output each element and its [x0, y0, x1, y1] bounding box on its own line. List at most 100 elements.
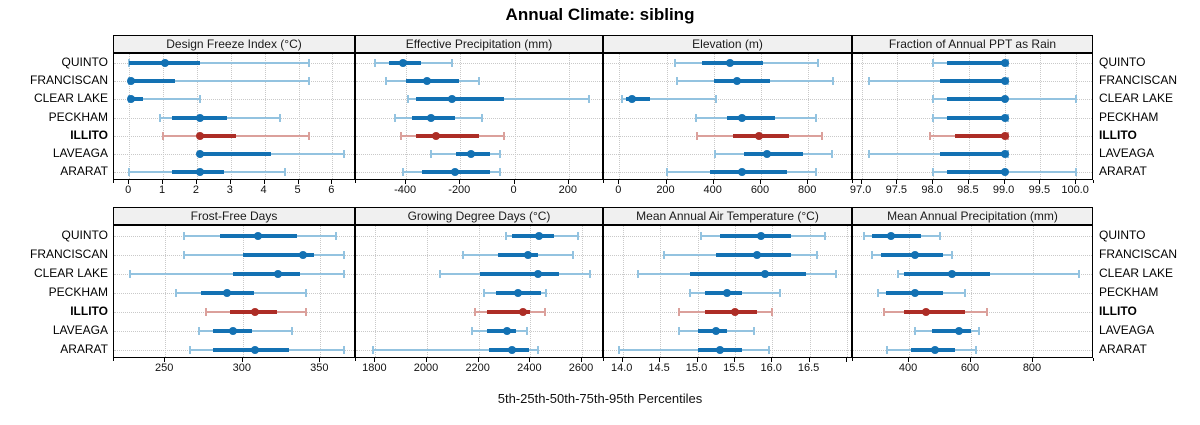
- x-axis-tick: [164, 358, 166, 362]
- gridline-v: [619, 54, 621, 179]
- median-dot: [911, 288, 920, 297]
- x-axis-tick-label: 15.0: [685, 362, 708, 374]
- x-axis-tick-label: 2: [192, 184, 199, 196]
- median-dot: [467, 149, 476, 158]
- x-axis-tick-label: 250: [155, 362, 174, 374]
- whisker-cap-5th: [665, 167, 668, 176]
- median-dot: [422, 77, 431, 86]
- gridline-h: [114, 99, 354, 101]
- whisker-cap-5th: [128, 167, 131, 176]
- whisker-cap-95th: [588, 269, 591, 278]
- whisker-cap-95th: [1078, 269, 1081, 278]
- median-dot: [523, 250, 532, 259]
- median-dot: [733, 77, 742, 86]
- site-label-left: QUINTO: [61, 227, 108, 242]
- x-axis-tick-label: 6: [328, 184, 335, 196]
- x-axis-tick: [932, 180, 934, 184]
- x-axis-tick: [618, 180, 620, 184]
- panel-header: Effective Precipitation (mm): [355, 35, 603, 53]
- gridline-h: [604, 99, 851, 101]
- whisker-cap-95th: [278, 113, 281, 122]
- iqr-bar-25-75: [947, 97, 1009, 102]
- x-axis-tick: [297, 180, 299, 184]
- site-label-left: CLEAR LAKE: [33, 91, 108, 106]
- x-axis-tick-label: 99.5: [1028, 184, 1051, 196]
- site-label-right: FRANCISCAN: [1099, 246, 1178, 261]
- whisker-cap-5th: [689, 288, 691, 297]
- median-dot: [723, 288, 732, 297]
- gridline-v: [514, 54, 516, 179]
- iqr-bar-25-75: [904, 271, 990, 276]
- site-label-left: PECKHAM: [48, 109, 108, 124]
- whisker-cap-5th: [700, 231, 703, 240]
- iqr-bar-25-75: [406, 79, 459, 84]
- gridline-v: [861, 54, 863, 179]
- gridline-v: [165, 226, 167, 357]
- x-axis-tick-label: 300: [232, 362, 251, 374]
- whisker-cap-95th: [778, 288, 781, 297]
- x-axis-tick-label: 2000: [413, 362, 439, 374]
- median-dot: [450, 167, 459, 176]
- whisker-cap-95th: [834, 269, 837, 278]
- panel-header: Mean Annual Precipitation (mm): [852, 207, 1093, 225]
- whisker-cap-5th: [128, 269, 131, 278]
- x-axis-tick-label: -200: [448, 184, 471, 196]
- iqr-bar-25-75: [690, 271, 806, 276]
- x-axis-tick-label: 14.0: [610, 362, 633, 374]
- whisker-cap-5th: [482, 288, 485, 297]
- x-axis-tick-label: 14.5: [648, 362, 670, 374]
- median-dot: [1000, 149, 1009, 158]
- whisker-cap-5th: [636, 269, 639, 278]
- x-axis-tick-label: 600: [960, 362, 980, 374]
- whisker-cap-95th: [498, 149, 501, 158]
- median-dot: [126, 77, 135, 86]
- iqr-bar-25-75: [744, 151, 804, 156]
- whisker-cap-95th: [572, 250, 574, 259]
- median-dot: [535, 231, 544, 240]
- median-dot: [760, 269, 769, 278]
- median-dot: [1000, 59, 1009, 68]
- panel-header: Frost-Free Days: [113, 207, 355, 225]
- gridline-v: [1040, 54, 1042, 179]
- median-dot: [229, 326, 238, 335]
- panel-header: Design Freeze Index (°C): [113, 35, 355, 53]
- whisker-5-95: [868, 80, 1009, 83]
- panel-plot-area: [113, 225, 355, 358]
- site-label-left: LAVEAGA: [52, 145, 108, 160]
- iqr-bar-25-75: [415, 133, 480, 138]
- whisker-cap-95th: [498, 167, 501, 176]
- panel-plot-area: [852, 225, 1093, 358]
- panel-plot-area: [603, 53, 852, 180]
- iqr-bar-25-75: [415, 97, 504, 102]
- panel-plot-area: [113, 53, 355, 180]
- iqr-bar-25-75: [626, 97, 650, 102]
- whisker-cap-5th: [932, 167, 935, 176]
- x-axis-tick-label: 15.5: [723, 362, 745, 374]
- whisker-cap-95th: [481, 113, 483, 122]
- whisker-cap-95th: [291, 326, 294, 335]
- panel-plot-area: [603, 225, 852, 358]
- median-dot: [399, 59, 408, 68]
- median-dot: [730, 307, 739, 316]
- site-label-right: LAVEAGA: [1099, 322, 1155, 337]
- median-dot: [1000, 167, 1009, 176]
- whisker-cap-95th: [1075, 95, 1078, 104]
- x-axis-tick: [241, 358, 243, 362]
- whisker-cap-95th: [823, 231, 826, 240]
- iqr-bar-25-75: [954, 133, 1005, 138]
- site-label-right: ARARAT: [1099, 341, 1147, 356]
- panel-corner-tick: [852, 180, 853, 183]
- x-axis-tick: [513, 180, 515, 184]
- site-label-right: ILLITO: [1099, 127, 1137, 142]
- x-axis-tick: [229, 180, 231, 184]
- whisker-cap-95th: [974, 345, 977, 354]
- site-label-right: PECKHAM: [1099, 284, 1159, 299]
- median-dot: [628, 95, 637, 104]
- iqr-bar-25-75: [947, 61, 1005, 66]
- gridline-v: [897, 54, 899, 179]
- iqr-bar-25-75: [200, 151, 272, 156]
- whisker-cap-5th: [867, 77, 870, 86]
- percentile-axis-caption: 5th-25th-50th-75th-95th Percentiles: [497, 391, 703, 406]
- whisker-cap-5th: [677, 326, 680, 335]
- whisker-cap-95th: [307, 131, 310, 140]
